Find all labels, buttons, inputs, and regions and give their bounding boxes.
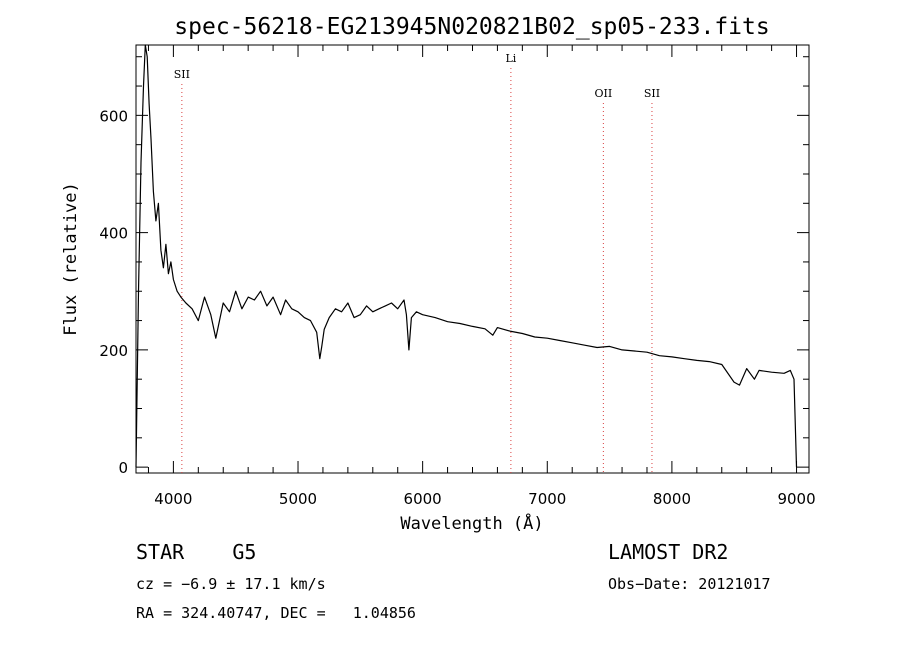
redshift-velocity: cz = −6.9 ± 17.1 km/s <box>136 575 326 593</box>
line-marker-label: Li <box>505 52 516 65</box>
y-axis-label: Flux (relative) <box>61 182 81 336</box>
line-marker-label: SII <box>644 87 660 100</box>
line-marker-label: SII <box>174 68 190 81</box>
observation-date: Obs−Date: 20121017 <box>608 575 771 593</box>
line-markers: SII Li OII SII <box>174 52 660 473</box>
x-axis-label: Wavelength (Å) <box>400 512 543 534</box>
x-tick-label: 4000 <box>154 490 192 508</box>
y-tick-label: 200 <box>99 342 128 360</box>
y-tick-label: 600 <box>99 107 128 125</box>
chart-title: spec-56218-EG213945N020821B02_sp05-233.f… <box>174 14 769 40</box>
x-tick-label: 8000 <box>653 490 691 508</box>
x-axis-ticks: 4000 5000 6000 7000 8000 9000 <box>147 45 816 508</box>
y-tick-label: 400 <box>99 225 128 243</box>
x-tick-label: 6000 <box>404 490 442 508</box>
object-class: STAR G5 <box>136 540 257 564</box>
survey-name: LAMOST DR2 <box>608 540 729 564</box>
spectrum-line <box>135 44 798 468</box>
x-tick-label: 7000 <box>528 490 566 508</box>
plot-frame <box>135 44 810 474</box>
coordinates: RA = 324.40747, DEC = 1.04856 <box>136 604 416 622</box>
y-tick-label: 0 <box>118 459 128 477</box>
x-tick-label: 9000 <box>777 490 815 508</box>
y-axis-ticks: 0 200 400 600 <box>99 56 809 477</box>
x-tick-label: 5000 <box>279 490 317 508</box>
line-marker-label: OII <box>595 87 613 100</box>
